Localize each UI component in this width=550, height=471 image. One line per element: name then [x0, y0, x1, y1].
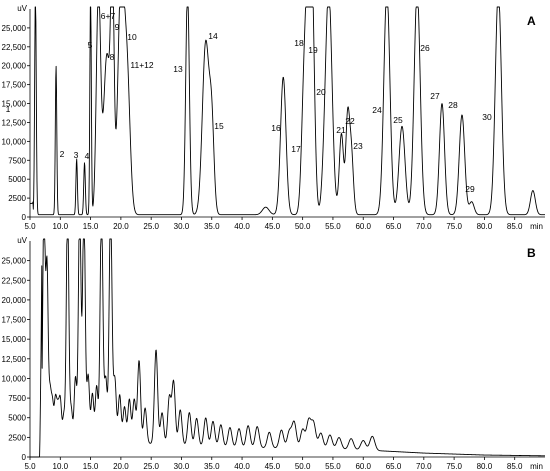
- panel-a-peak-label: 13: [173, 64, 183, 74]
- panel-b-y-tick-label: 0: [22, 453, 27, 462]
- panel-b-x-tick-label: 80.0: [477, 462, 493, 471]
- panel-a-peak-label: 27: [430, 91, 440, 101]
- panel-b-x-tick-label: 35.0: [204, 462, 220, 471]
- panel-a-x-tick-label: 85.0: [507, 222, 523, 231]
- panel-b-y-unit-label: uV: [17, 236, 27, 245]
- panel-a-peak-label: 24: [372, 105, 382, 115]
- panel-b-x-tick-label: 40.0: [234, 462, 250, 471]
- panel-a-peak-label: 6+7: [101, 11, 116, 21]
- panel-a-peak-label: 22: [345, 116, 355, 126]
- panel-b-x-tick-label: 45.0: [265, 462, 281, 471]
- panel-b-y-tick-label: 5000: [8, 414, 26, 423]
- panel-a-peak-label: 30: [482, 112, 492, 122]
- panel-a-x-tick-label: 20.0: [113, 222, 129, 231]
- panel-a-x-tick-label: 60.0: [355, 222, 371, 231]
- panel-b-x-tick-label: 10.0: [53, 462, 69, 471]
- panel-a-x-tick-label: 50.0: [295, 222, 311, 231]
- panel-a-y-tick-label: 5000: [8, 175, 26, 184]
- panel-a-peak-label: 28: [448, 100, 458, 110]
- panel-b-x-tick-label: 20.0: [113, 462, 129, 471]
- panel-a-y-tick-label: 25,000: [2, 24, 27, 33]
- panel-b-x-tick-label: 60.0: [355, 462, 371, 471]
- panel-a-y-tick-label: 15,000: [2, 100, 27, 109]
- panel-a-x-tick-label: 5.0: [24, 222, 36, 231]
- panel-b-x-tick-label: 55.0: [325, 462, 341, 471]
- panel-b-x-tick-label: 85.0: [507, 462, 523, 471]
- panel-a-x-tick-label: 65.0: [386, 222, 402, 231]
- panel-a-x-tick-label: 40.0: [234, 222, 250, 231]
- panel-a-y-tick-label: 22,500: [2, 43, 27, 52]
- panel-b-y-tick-label: 12,500: [2, 355, 27, 364]
- panel-b-y-tick-label: 17,500: [2, 316, 27, 325]
- panel-a-x-tick-label: 75.0: [446, 222, 462, 231]
- panel-a-chromatogram: 0 2500 5000 7500 10,000 12,500 15,000 17,500 20,…: [2, 4, 546, 231]
- panel-b-x-tick-label: 75.0: [446, 462, 462, 471]
- panel-a-y-tick-label: 2500: [8, 194, 26, 203]
- panel-b-chromatogram: 0 2500 5000 7500 10,000 12,500 15,000 17,500 20,…: [2, 236, 546, 471]
- panel-a-peak-label: 10: [127, 32, 137, 42]
- panel-a-peak-label: 15: [214, 121, 224, 131]
- panel-a-peak-label: 21: [336, 125, 346, 135]
- panel-b-y-tick-label: 7500: [8, 394, 26, 403]
- panel-b-x-tick-label: 5.0: [24, 462, 36, 471]
- panel-a-letter: A: [527, 14, 536, 28]
- panel-a-y-unit-label: uV: [17, 4, 27, 13]
- panel-a-y-tick-label: 10,000: [2, 137, 27, 146]
- panel-a-peak-label: 2: [60, 149, 65, 159]
- panel-a-x-tick-label: 10.0: [53, 222, 69, 231]
- panel-a-peak-label: 29: [465, 184, 475, 194]
- panel-a-x-tick-label: 80.0: [477, 222, 493, 231]
- panel-b-y-tick-label: 25,000: [2, 257, 27, 266]
- panel-b-x-tick-label: 70.0: [416, 462, 432, 471]
- panel-a-x-tick-label: 45.0: [265, 222, 281, 231]
- panel-b-x-tick-label: 50.0: [295, 462, 311, 471]
- panel-a-peak-label: 9: [115, 22, 120, 32]
- panel-a-x-tick-label: 55.0: [325, 222, 341, 231]
- panel-a-peak-label: 14: [208, 31, 218, 41]
- panel-b-x-tick-label: 25.0: [143, 462, 159, 471]
- panel-b-x-tick-label: 15.0: [83, 462, 99, 471]
- panel-a-y-tick-label: 7500: [8, 156, 26, 165]
- panel-b-x-tick-label: 30.0: [174, 462, 190, 471]
- panel-b-y-tick-label: 2500: [8, 433, 26, 442]
- panel-b-y-tick-label: 22,500: [2, 276, 27, 285]
- panel-a-peak-label: 25: [393, 115, 403, 125]
- panel-b-x-unit-label: min: [530, 462, 543, 471]
- panel-a-peak-label: 18: [294, 38, 304, 48]
- panel-a-x-tick-label: 70.0: [416, 222, 432, 231]
- panel-a-y-tick-label: 20,000: [2, 62, 27, 71]
- panel-a-peak-label: 20: [316, 87, 326, 97]
- panel-a-x-tick-label: 35.0: [204, 222, 220, 231]
- panel-a-x-unit-label: min: [530, 222, 543, 231]
- panel-b-y-tick-label: 10,000: [2, 374, 27, 383]
- panel-a-trace-line: [29, 6, 546, 216]
- panel-a-y-tick-label: 17,500: [2, 81, 27, 90]
- panel-a-peak-label: 19: [308, 45, 318, 55]
- panel-b-x-tick-label: 65.0: [386, 462, 402, 471]
- panel-b-y-tick-label: 20,000: [2, 296, 27, 305]
- panel-a-peak-label: 1: [6, 104, 11, 114]
- panel-a-y-tick-label: 12,500: [2, 118, 27, 127]
- panel-b-y-tick-label: 15,000: [2, 335, 27, 344]
- panel-a-peak-label: 23: [353, 141, 363, 151]
- panel-a-peak-label: 8: [110, 52, 115, 62]
- panel-a-x-tick-label: 30.0: [174, 222, 190, 231]
- panel-a-peak-label: 17: [291, 144, 301, 154]
- panel-a-peak-label: 26: [420, 43, 430, 53]
- panel-a-peak-label: 11+12: [130, 60, 154, 70]
- panel-a-peak-label: 3: [74, 150, 79, 160]
- panel-a-x-tick-label: 15.0: [83, 222, 99, 231]
- panel-a-peak-label: 5: [88, 40, 93, 50]
- panel-b-trace-line: [29, 238, 546, 458]
- panel-b-letter: B: [527, 246, 536, 260]
- panel-a-peak-label: 16: [271, 123, 281, 133]
- panel-a-peak-label: 4: [85, 151, 90, 161]
- panel-a-y-tick-label: 0: [22, 213, 27, 222]
- panel-a-x-tick-label: 25.0: [143, 222, 159, 231]
